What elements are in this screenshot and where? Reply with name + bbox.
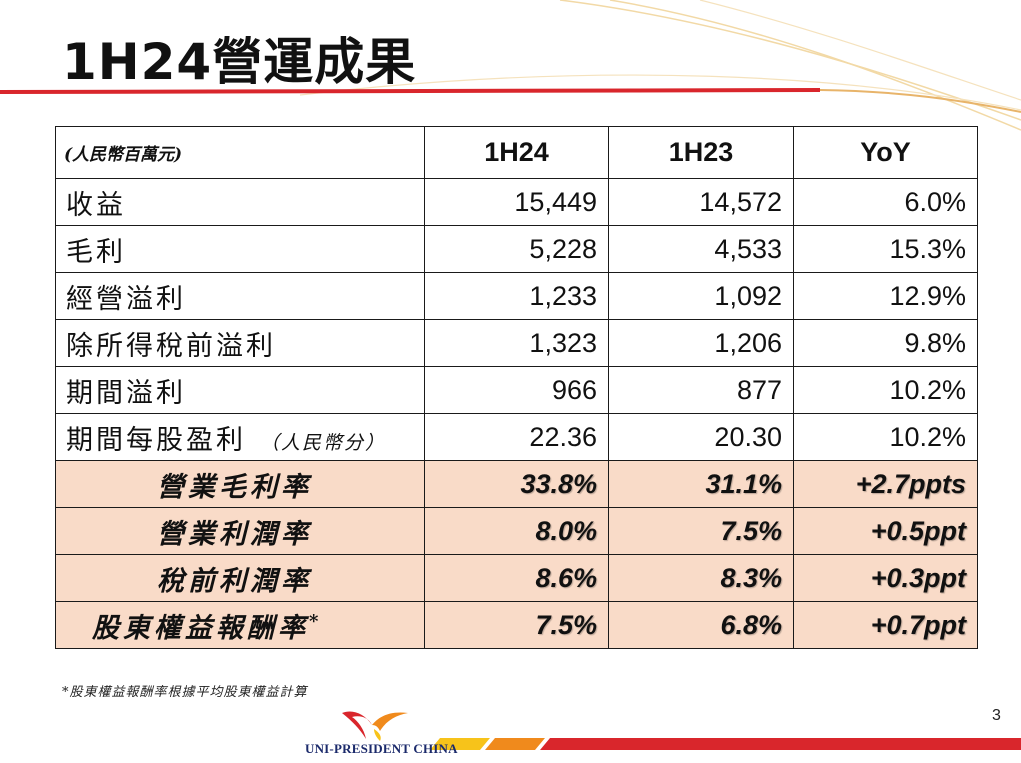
unit-header: (人民幣百萬元) <box>55 126 425 179</box>
ratio-label: 股東權益報酬率* <box>55 601 425 649</box>
table-row: 期間溢利 966 877 10.2% <box>55 366 978 414</box>
brand-name: UNI-PRESIDENT CHINA <box>305 741 458 756</box>
value-1h24: 966 <box>424 366 609 414</box>
ratio-row: 股東權益報酬率* 7.5% 6.8% +0.7ppt <box>55 601 978 649</box>
value-1h23: 4,533 <box>608 225 794 273</box>
row-label: 收益 <box>55 178 425 226</box>
value-1h24: 15,449 <box>424 178 609 226</box>
value-yoy: 10.2% <box>793 413 978 461</box>
ratio-yoy: +0.7ppt <box>793 601 978 649</box>
footnote-marker: * <box>309 610 323 632</box>
table-row: 經營溢利 1,233 1,092 12.9% <box>55 272 978 320</box>
table-row: 除所得稅前溢利 1,323 1,206 9.8% <box>55 319 978 367</box>
row-label: 經營溢利 <box>55 272 425 320</box>
column-header-1h23: 1H23 <box>608 126 794 179</box>
ratio-label: 營業利潤率 <box>55 507 425 555</box>
ratio-yoy: +2.7ppts <box>793 460 978 508</box>
table-header-row: (人民幣百萬元) 1H24 1H23 YoY <box>55 126 978 179</box>
value-yoy: 6.0% <box>793 178 978 226</box>
value-1h23: 877 <box>608 366 794 414</box>
ratio-1h23: 8.3% <box>608 554 794 602</box>
ratio-row: 營業毛利率 33.8% 31.1% +2.7ppts <box>55 460 978 508</box>
header-decoration <box>0 0 1021 131</box>
value-yoy: 12.9% <box>793 272 978 320</box>
page-title: 1H24營運成果 <box>62 33 417 91</box>
ratio-row: 營業利潤率 8.0% 7.5% +0.5ppt <box>55 507 978 555</box>
table-row: 毛利 5,228 4,533 15.3% <box>55 225 978 273</box>
column-header-1h24: 1H24 <box>424 126 609 179</box>
row-label: 期間溢利 <box>55 366 425 414</box>
ratio-1h23: 7.5% <box>608 507 794 555</box>
ratio-yoy: +0.3ppt <box>793 554 978 602</box>
value-1h24: 5,228 <box>424 225 609 273</box>
row-label: 除所得稅前溢利 <box>55 319 425 367</box>
row-label-unit: （人民幣分） <box>260 432 387 454</box>
row-label: 毛利 <box>55 225 425 273</box>
ratio-label: 稅前利潤率 <box>55 554 425 602</box>
column-header-yoy: YoY <box>793 126 978 179</box>
value-yoy: 10.2% <box>793 366 978 414</box>
ratio-yoy: +0.5ppt <box>793 507 978 555</box>
value-1h23: 1,092 <box>608 272 794 320</box>
ratio-1h24: 8.0% <box>424 507 609 555</box>
ratio-row: 稅前利潤率 8.6% 8.3% +0.3ppt <box>55 554 978 602</box>
row-label: 期間每股盈利 （人民幣分） <box>55 413 425 461</box>
results-table: (人民幣百萬元) 1H24 1H23 YoY 收益 15,449 14,572 … <box>55 126 978 649</box>
ratio-1h23: 6.8% <box>608 601 794 649</box>
table-row: 期間每股盈利 （人民幣分） 22.36 20.30 10.2% <box>55 413 978 461</box>
value-1h23: 20.30 <box>608 413 794 461</box>
footnote: *股東權益報酬率根據平均股東權益計算 <box>62 685 308 700</box>
ratio-1h23: 31.1% <box>608 460 794 508</box>
value-yoy: 9.8% <box>793 319 978 367</box>
value-1h24: 1,233 <box>424 272 609 320</box>
ratio-1h24: 8.6% <box>424 554 609 602</box>
value-1h24: 1,323 <box>424 319 609 367</box>
page-number: 3 <box>992 707 1001 724</box>
value-1h24: 22.36 <box>424 413 609 461</box>
value-1h23: 1,206 <box>608 319 794 367</box>
ratio-label: 營業毛利率 <box>55 460 425 508</box>
ratio-1h24: 7.5% <box>424 601 609 649</box>
uni-president-logo-icon <box>342 711 408 741</box>
ratio-1h24: 33.8% <box>424 460 609 508</box>
table-row: 收益 15,449 14,572 6.0% <box>55 178 978 226</box>
value-1h23: 14,572 <box>608 178 794 226</box>
value-yoy: 15.3% <box>793 225 978 273</box>
